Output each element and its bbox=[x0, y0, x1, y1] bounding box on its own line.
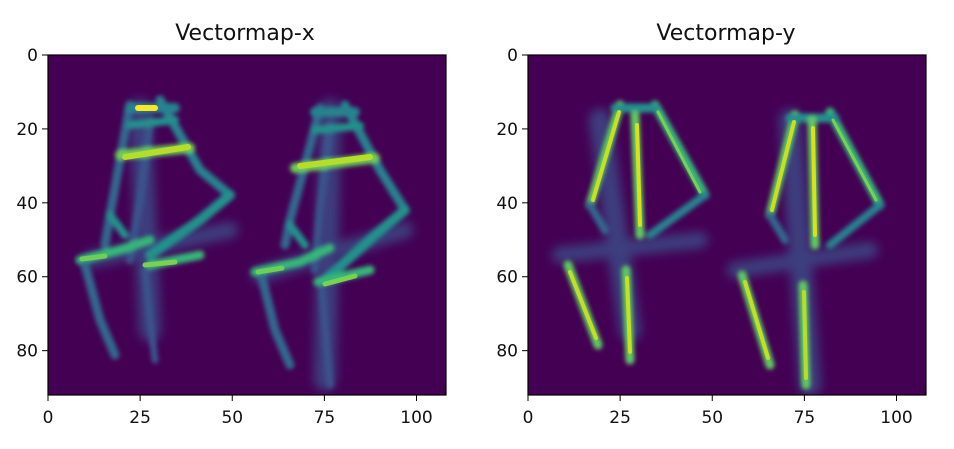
y-tick-label: 80 bbox=[496, 342, 518, 362]
chart-title: Vectormap-y bbox=[656, 21, 795, 46]
y-tick-label: 80 bbox=[16, 342, 38, 362]
y-tick-label: 0 bbox=[507, 46, 518, 66]
x-tick-label: 0 bbox=[43, 408, 54, 428]
chart-title: Vectormap-x bbox=[175, 21, 315, 46]
heatmap-panel-vectormap-x: Vectormap-x bbox=[16, 21, 447, 428]
y-tick-label: 60 bbox=[16, 268, 38, 288]
axes-frame bbox=[47, 54, 447, 396]
heatmap-panel-vectormap-y: Vectormap-y bbox=[496, 21, 927, 428]
x-tick-label: 50 bbox=[701, 408, 723, 428]
axis-ticks: 0 25 50 75 100 0 20 40 60 80 bbox=[496, 46, 912, 428]
x-tick-label: 25 bbox=[609, 408, 631, 428]
x-tick-label: 75 bbox=[794, 408, 816, 428]
y-tick-label: 60 bbox=[496, 268, 518, 288]
heatmap-image bbox=[75, 95, 413, 391]
x-tick-label: 50 bbox=[221, 408, 243, 428]
y-tick-label: 40 bbox=[16, 194, 38, 214]
heatmap-background bbox=[528, 55, 926, 395]
y-tick-label: 0 bbox=[27, 46, 38, 66]
axis-ticks: 0 25 50 75 100 0 20 40 60 80 bbox=[16, 46, 432, 428]
y-tick-label: 20 bbox=[16, 120, 38, 140]
heatmap-image bbox=[552, 100, 885, 395]
x-tick-label: 0 bbox=[523, 408, 534, 428]
x-tick-label: 100 bbox=[880, 408, 912, 428]
y-tick-label: 20 bbox=[496, 120, 518, 140]
x-tick-label: 25 bbox=[129, 408, 151, 428]
x-tick-label: 100 bbox=[400, 408, 432, 428]
y-tick-label: 40 bbox=[496, 194, 518, 214]
x-tick-label: 75 bbox=[314, 408, 336, 428]
axes-frame bbox=[527, 54, 927, 396]
